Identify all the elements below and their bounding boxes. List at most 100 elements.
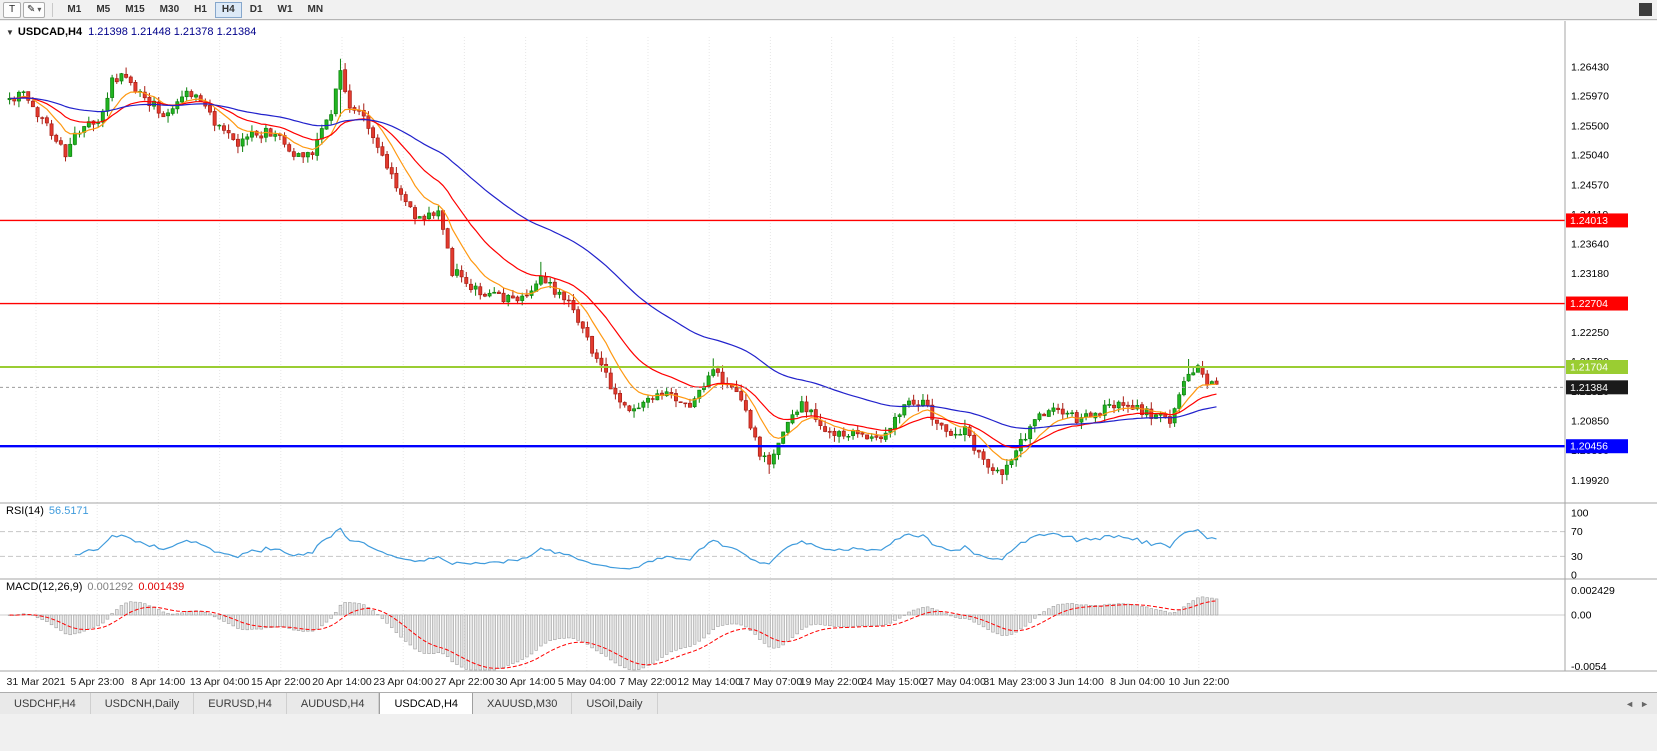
price-line-label: 1.21384	[1570, 382, 1608, 394]
macd-axis-label: 0.00	[1571, 610, 1592, 622]
chart-tab-usdcnh-daily[interactable]: USDCNH,Daily	[91, 693, 195, 714]
price-axis-label: 1.24570	[1571, 180, 1609, 192]
macd-signal-line	[9, 600, 1217, 669]
rsi-indicator-label: RSI(14) 56.5171	[6, 505, 89, 517]
rsi-axis-label: 30	[1571, 551, 1583, 563]
draw-tools-button[interactable]: ✎ ▾	[23, 1, 46, 18]
chart-ohlc-quotes: 1.21398 1.21448 1.21378 1.21384	[88, 26, 257, 38]
timeframe-button-m1[interactable]: M1	[67, 4, 82, 15]
chevron-down-icon: ▾	[37, 5, 42, 14]
timeframe-button-m5[interactable]: M5	[96, 4, 111, 15]
chart-tab-usoil-daily[interactable]: USOil,Daily	[572, 693, 658, 714]
bottom-filler	[0, 714, 1657, 751]
time-axis-label: 20 Apr 14:00	[312, 676, 372, 688]
pencil-icon: ✎	[27, 4, 36, 15]
panel-separators	[0, 21, 1657, 672]
macd-histogram	[7, 596, 1219, 671]
price-line-label: 1.22704	[1570, 298, 1608, 310]
price-line-label: 1.20456	[1570, 441, 1608, 453]
candlestick-series	[7, 58, 1219, 485]
price-axis-label: 1.25040	[1571, 150, 1609, 162]
rsi-name: RSI(14)	[6, 505, 44, 517]
text-tool-label: T	[8, 4, 16, 15]
chart-tab-usdcad-h4[interactable]: USDCAD,H4	[379, 693, 474, 714]
time-axis-label: 27 May 04:00	[922, 676, 986, 688]
time-axis-label: 31 May 23:00	[983, 676, 1047, 688]
price-line-label: 1.24013	[1570, 215, 1608, 227]
rsi-axis-label: 100	[1571, 508, 1589, 520]
indicator-axis: 100 70 30 0 0.002429 0.00 -0.0054	[1571, 508, 1615, 674]
time-axis-label: 12 May 14:00	[677, 676, 741, 688]
collapse-icon: ▼	[6, 28, 14, 37]
macd-axis-label: 0.002429	[1571, 585, 1615, 597]
time-axis-label: 5 Apr 23:00	[70, 676, 124, 688]
price-axis-label: 1.20850	[1571, 416, 1609, 428]
time-axis-label: 19 May 22:00	[800, 676, 864, 688]
price-chart-svg: 1.264301.259701.255001.250401.245701.241…	[0, 21, 1657, 692]
time-axis-label: 31 Mar 2021	[7, 676, 66, 688]
time-axis: 31 Mar 2021 5 Apr 23:00 8 Apr 14:00 13 Apr …	[7, 676, 1230, 688]
price-axis-label: 1.23180	[1571, 268, 1609, 280]
timeframe-button-d1[interactable]: D1	[249, 4, 263, 15]
chart-tab-bar: USDCHF,H4 USDCNH,Daily EURUSD,H4 AUDUSD,H4 U…	[0, 692, 1657, 714]
rsi-line	[74, 527, 1217, 570]
top-toolbar: T ✎ ▾ M1 M5 M15 M30 H1 H4 D1 W1 MN	[0, 0, 1657, 20]
rsi-value: 56.5171	[48, 505, 89, 517]
time-axis-label: 23 Apr 04:00	[373, 676, 433, 688]
toolbar-right-square-icon[interactable]	[1639, 3, 1652, 16]
timeframe-button-m15[interactable]: M15	[125, 4, 145, 15]
tabs-container: USDCHF,H4 USDCNH,Daily EURUSD,H4 AUDUSD,H4 U…	[0, 693, 658, 714]
rsi-axis-label: 70	[1571, 526, 1583, 538]
chart-background	[0, 21, 1657, 692]
price-axis-label: 1.22250	[1571, 327, 1609, 339]
time-axis-label: 8 Jun 04:00	[1110, 676, 1165, 688]
price-axis-label: 1.25500	[1571, 121, 1609, 133]
tab-scroll-left-button[interactable]: ◄	[1625, 698, 1635, 709]
time-axis-label: 27 Apr 22:00	[435, 676, 495, 688]
timeframe-button-mn[interactable]: MN	[307, 4, 324, 15]
chart-window: 1.264301.259701.255001.250401.245701.241…	[0, 21, 1657, 692]
chart-tab-audusd-h4[interactable]: AUDUSD,H4	[287, 693, 380, 714]
text-tool-button[interactable]: T	[3, 1, 21, 18]
ma-medium-line	[9, 96, 1217, 449]
time-axis-label: 8 Apr 14:00	[132, 676, 186, 688]
chart-tab-usdchf-h4[interactable]: USDCHF,H4	[0, 693, 91, 714]
time-axis-label: 5 May 04:00	[558, 676, 616, 688]
toolbar-separator	[52, 2, 54, 17]
price-axis-label: 1.23640	[1571, 239, 1609, 251]
price-axis-label: 1.26430	[1571, 62, 1609, 74]
timeframe-toolbar: M1 M5 M15 M30 H1 H4 D1 W1 MN	[60, 1, 330, 18]
time-axis-label: 13 Apr 04:00	[190, 676, 250, 688]
timeframe-button-w1[interactable]: W1	[277, 4, 293, 15]
macd-axis-label: -0.0054	[1571, 661, 1607, 673]
timeframe-button-h1[interactable]: H1	[194, 4, 207, 15]
time-axis-label: 3 Jun 14:00	[1049, 676, 1104, 688]
chart-tab-xauusd-m30[interactable]: XAUUSD,M30	[473, 693, 573, 714]
price-axis-label: 1.19920	[1571, 475, 1609, 487]
tab-scroll-right-button[interactable]: ►	[1640, 698, 1649, 709]
rsi-axis-label: 0	[1571, 570, 1577, 582]
macd-main-value: 0.001292	[87, 581, 134, 593]
chart-tab-eurusd-h4[interactable]: EURUSD,H4	[194, 693, 287, 714]
tab-scroll-controls: ◄ ►	[1617, 693, 1657, 714]
time-axis-label: 15 Apr 22:00	[251, 676, 311, 688]
time-axis-label: 17 May 07:00	[739, 676, 803, 688]
macd-indicator-label: MACD(12,26,9) 0.001292 0.001439	[6, 581, 184, 593]
timeframe-button-m30[interactable]: M30	[159, 4, 180, 15]
time-axis-label: 24 May 15:00	[861, 676, 925, 688]
price-line-label: 1.21704	[1570, 362, 1608, 374]
macd-name: MACD(12,26,9)	[6, 581, 83, 593]
price-axis: 1.264301.259701.255001.250401.245701.241…	[1571, 62, 1609, 487]
chart-title: ▼ USDCAD,H4 1.21398 1.21448 1.21378 1.2138…	[6, 26, 256, 38]
macd-signal-value: 0.001439	[138, 581, 185, 593]
chart-symbol: USDCAD,H4	[17, 26, 83, 38]
timeframe-button-h4[interactable]: H4	[214, 1, 242, 18]
price-label-boxes: 1.24013 1.22704 1.21704 1.20456 1.21384	[1566, 213, 1628, 454]
time-axis-label: 10 Jun 22:00	[1168, 676, 1229, 688]
grid-lines	[35, 37, 1200, 671]
horizontal-lines	[0, 219, 1565, 448]
price-axis-label: 1.25970	[1571, 91, 1609, 103]
time-axis-label: 7 May 22:00	[619, 676, 677, 688]
time-axis-label: 30 Apr 14:00	[496, 676, 556, 688]
moving-averages	[9, 91, 1217, 461]
